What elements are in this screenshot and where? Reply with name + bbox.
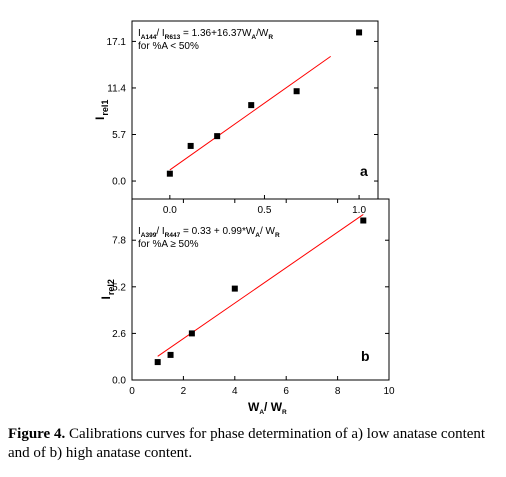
data-point (188, 330, 195, 337)
fit-equation: IA144/ IR613 = 1.36+16.37WA/WR (138, 28, 273, 41)
x-tick-label: 1.0 (352, 205, 366, 216)
panel-a: 0.0 0.5 1.0 0.0 5.7 11.4 17.1 Irel1 IA144/ IR613… (93, 20, 379, 216)
y-axis-label: Irel2 (99, 279, 116, 299)
y-tick-label: 17.1 (107, 37, 127, 48)
x-tick-label: 0 (129, 386, 135, 397)
x-axis-label: WA/ WR (248, 400, 287, 416)
x-tick-label: 8 (335, 386, 341, 397)
y-tick-label: 0.0 (112, 177, 126, 188)
plot-frame (131, 198, 390, 381)
x-tick-label: 0.5 (258, 205, 272, 216)
y-axis-label: Irel1 (93, 100, 110, 120)
data-point (356, 29, 363, 36)
y-tick-label: 2.6 (112, 329, 126, 340)
x-tick-label: 6 (283, 386, 289, 397)
data-point (360, 217, 367, 224)
figure: 0.0 0.5 1.0 0.0 5.7 11.4 17.1 Irel1 IA144/ IR613… (93, 20, 395, 416)
data-point (248, 102, 255, 109)
y-tick-label: 11.4 (107, 83, 126, 94)
figure-caption: Figure 4. Calibrations curves for phase … (8, 425, 498, 463)
panel-label: b (361, 348, 370, 364)
caption-text: Calibrations curves for phase determinat… (8, 426, 486, 461)
panel-label: a (360, 163, 368, 179)
y-tick-label: 5.2 (112, 282, 126, 293)
caption-label: Figure 4. (8, 426, 66, 442)
fit-equation: IA399/ IR447 = 0.33 + 0.99*WA/ WR (138, 226, 280, 239)
data-point (154, 359, 161, 366)
data-point (231, 285, 238, 292)
data-point (293, 88, 300, 95)
fit-condition: for %A < 50% (138, 41, 199, 52)
x-tick-label: 0.0 (163, 205, 177, 216)
x-tick-label: 4 (232, 386, 238, 397)
data-point (214, 133, 221, 140)
data-point (167, 351, 174, 358)
fit-line (169, 55, 331, 171)
y-tick-label: 5.7 (112, 130, 126, 141)
y-tick-label: 0.0 (112, 376, 126, 387)
fit-condition: for %A ≥ 50% (138, 239, 199, 250)
data-point (166, 170, 173, 177)
y-tick-label: 7.8 (112, 236, 126, 247)
panel-b: 0 2 4 6 8 10 0.0 2.6 5.2 7.8 Irel2 IA399/ IR447 = 0… (99, 198, 395, 416)
x-tick-label: 2 (181, 386, 187, 397)
data-point (187, 142, 194, 149)
x-tick-label: 10 (383, 386, 395, 397)
